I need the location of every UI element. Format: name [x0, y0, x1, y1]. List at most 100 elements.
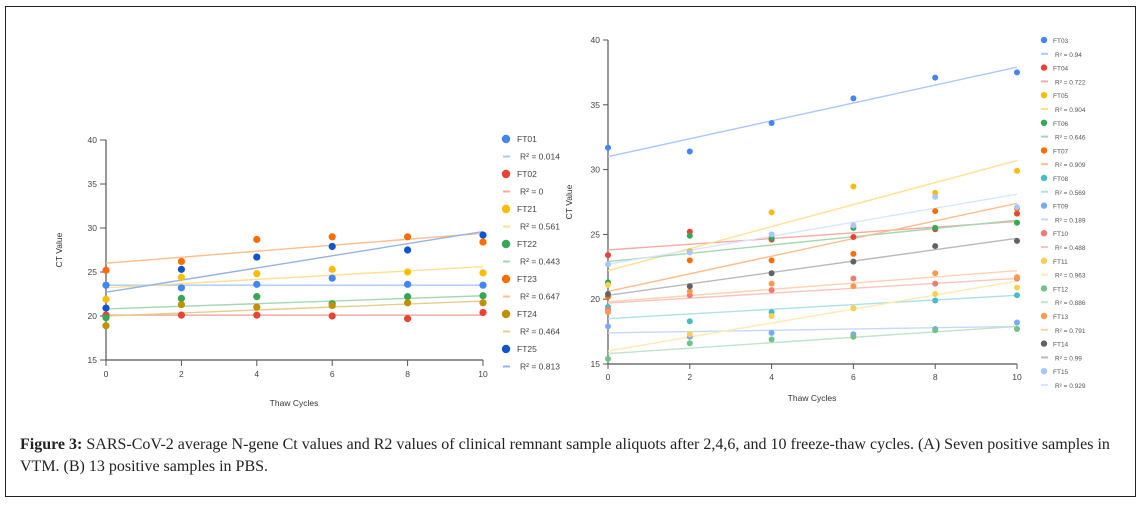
chart-b-y-tick-label: 30	[591, 165, 601, 175]
chart-a-x-tick-label: 6	[330, 369, 335, 379]
chart-a-legend-r2: R² = 0.561	[520, 222, 560, 232]
chart-b-point-ft03	[768, 119, 775, 126]
chart-b-legend-r2: R² = 0.904	[1055, 107, 1086, 114]
chart-b-point-ft13	[686, 288, 693, 295]
chart-b-legend-marker-ft05	[1040, 92, 1048, 99]
chart-a-point-ft02	[404, 315, 412, 323]
chart-a-point-ft02	[479, 308, 487, 317]
chart-a-point-ft23	[328, 233, 336, 241]
chart-b-trendline-ft11	[607, 280, 1018, 352]
chart-b-point-ft14	[605, 291, 611, 298]
chart-b-x-tick-label: 8	[933, 372, 938, 382]
chart-b-trendline-ft10	[607, 277, 1018, 304]
chart-b-legend-label: FT12	[1053, 286, 1069, 293]
chart-a-point-ft01	[102, 281, 110, 289]
chart-b-y-tick-label: 25	[591, 229, 601, 239]
chart-b-point-ft12	[768, 336, 775, 343]
chart-a-legend-r2: R² = 0.443	[520, 257, 560, 267]
chart-b-legend-label: FT09	[1053, 204, 1069, 211]
chart-b-point-ft09	[605, 323, 611, 330]
chart-a-point-ft23	[102, 266, 110, 274]
chart-b-legend-label: FT08	[1053, 176, 1069, 183]
chart-b-legend-r2: R² = 0.722	[1055, 79, 1086, 86]
chart-b-point-ft03	[850, 95, 857, 102]
chart-b-legend-marker-ft12	[1040, 285, 1048, 292]
chart-a-legend-r2: R² = 0.014	[520, 152, 560, 162]
chart-b-legend-marker-ft06	[1040, 119, 1048, 127]
chart-a-legend-r2: R² = 0.647	[520, 292, 560, 302]
chart-b-legend-r2: R² = 0.94	[1055, 52, 1082, 59]
chart-b-point-ft06	[932, 224, 939, 231]
chart-b-point-ft11	[686, 331, 693, 338]
chart-b-y-tick-label: 40	[591, 35, 601, 45]
chart-b-legend-r2: R² = 0.189	[1055, 217, 1086, 224]
figure-caption: Figure 3: SARS-CoV-2 average N-gene Ct v…	[20, 434, 1130, 478]
chart-a-y-tick-label: 25	[88, 267, 98, 277]
chart-b-point-ft07	[932, 208, 939, 215]
chart-a-point-ft25	[328, 242, 336, 251]
chart-b-legend-r2: R² = 0.569	[1055, 190, 1086, 197]
chart-b-point-ft09	[768, 329, 775, 336]
chart-a-legend-marker-ft02	[501, 169, 511, 179]
chart-b-point-ft03	[1014, 69, 1020, 76]
chart-a-legend-marker-ft23	[501, 274, 511, 284]
chart-b-trendline-ft12	[607, 325, 1018, 355]
chart-b-x-axis-label: Thaw Cycles	[788, 393, 837, 403]
chart-a-point-ft23	[177, 257, 185, 266]
chart-a-y-tick-label: 40	[88, 135, 98, 145]
chart-b-trendline-ft13	[607, 269, 1018, 303]
chart-a-point-ft22	[102, 314, 110, 322]
chart-a-legend-r2: R² = 0	[520, 187, 544, 197]
chart-b-point-ft09	[1014, 319, 1020, 326]
chart-b-legend-marker-ft07	[1040, 147, 1048, 154]
chart-b-legend-r2: R² = 0.886	[1055, 300, 1086, 307]
chart-a-y-tick-label: 15	[88, 355, 98, 365]
chart-b-point-ft15	[686, 249, 693, 256]
chart-a-trendline-ft23	[105, 232, 484, 264]
chart-b-legend-r2: R² = 0.909	[1055, 162, 1086, 169]
chart-a-x-tick-label: 2	[179, 369, 184, 379]
caption-text: SARS-CoV-2 average N-gene Ct values and …	[20, 436, 1110, 475]
chart-a-x-tick-label: 10	[478, 369, 488, 379]
chart-a-point-ft22	[253, 293, 261, 301]
chart-a-point-ft24	[177, 300, 185, 309]
chart-b-point-ft14	[850, 258, 857, 265]
chart-a-point-ft02	[177, 311, 185, 319]
chart-b-y-tick-label: 15	[591, 359, 601, 369]
chart-b-x-tick-label: 4	[769, 372, 774, 382]
chart-a-point-ft01	[328, 274, 336, 282]
chart-a: 15 20 25 30 35 40 0 2 4 6 8 10 Thaw Cycles CT Value FT…	[54, 134, 560, 408]
chart-b-legend-marker-ft15	[1040, 368, 1048, 375]
chart-b-point-ft14	[932, 243, 939, 250]
chart-b-point-ft13	[1014, 274, 1020, 281]
chart-b-point-ft14	[768, 270, 775, 277]
chart-b-point-ft07	[768, 257, 775, 264]
chart-b-point-ft04	[1014, 210, 1020, 217]
chart-b-legend-marker-ft04	[1040, 64, 1048, 71]
chart-b-point-ft15	[932, 193, 939, 200]
chart-b-point-ft03	[605, 144, 611, 151]
chart-a-point-ft01	[253, 280, 261, 288]
chart-a-point-ft25	[404, 246, 412, 254]
chart-b-point-ft11	[768, 313, 775, 320]
chart-b-point-ft03	[932, 74, 939, 81]
chart-b-x-tick-label: 0	[606, 372, 611, 382]
chart-b-legend-marker-ft11	[1040, 257, 1048, 264]
chart-b-legend-label: FT10	[1053, 231, 1069, 238]
chart-b-y-tick-label: 35	[591, 100, 601, 110]
chart-a-legend-marker-ft25	[501, 344, 511, 354]
chart-a-point-ft21	[102, 295, 110, 303]
chart-a-point-ft22	[177, 294, 185, 302]
chart-b-point-ft11	[1014, 284, 1020, 291]
chart-b-point-ft12	[1014, 326, 1020, 333]
chart-b-point-ft10	[768, 287, 775, 294]
chart-a-legend-marker-ft22	[501, 239, 511, 249]
chart-a-y-tick-label: 20	[88, 311, 98, 321]
chart-b-trendline-ft09	[607, 325, 1018, 334]
chart-a-trendline-ft21	[105, 266, 484, 289]
chart-b-y-axis-label: CT Value	[564, 184, 574, 219]
chart-a-legend-label: FT24	[517, 309, 537, 319]
chart-a-point-ft24	[328, 301, 336, 310]
chart-b-legend-marker-ft10	[1040, 230, 1048, 237]
chart-b-legend-marker-ft14	[1040, 340, 1048, 347]
